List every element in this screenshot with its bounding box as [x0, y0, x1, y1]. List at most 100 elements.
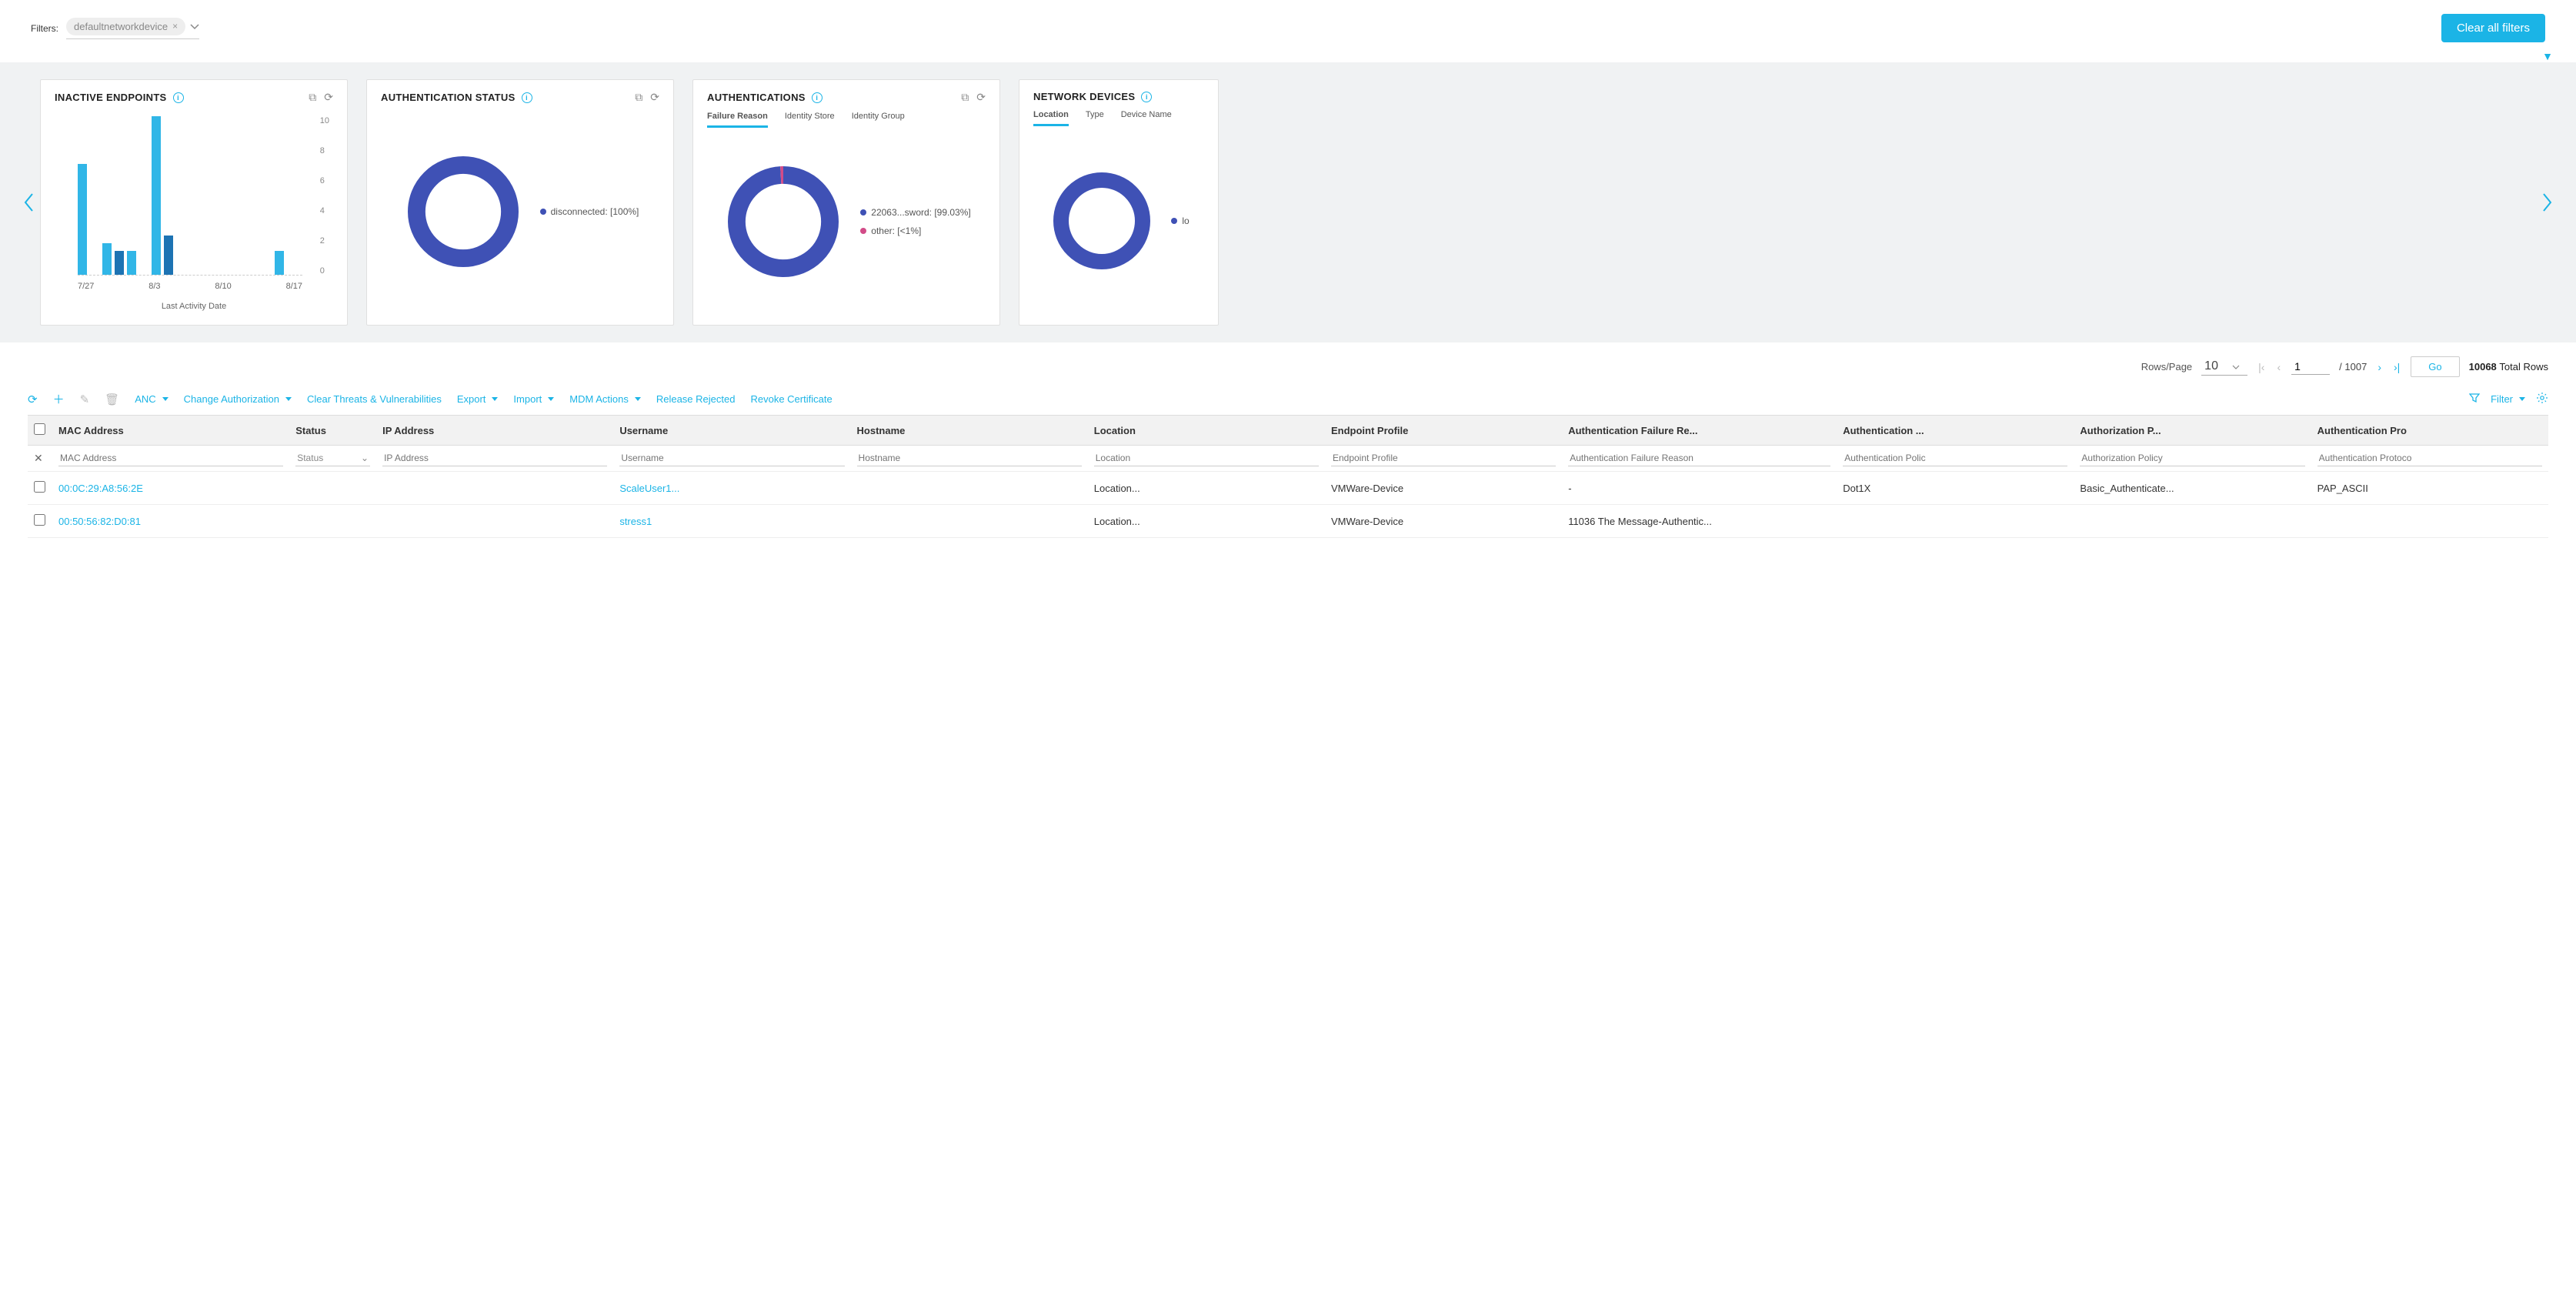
add-icon[interactable]: ＋ — [53, 391, 65, 407]
legend-swatch — [1171, 218, 1177, 224]
popout-icon[interactable]: ⧉ — [635, 91, 642, 104]
tab-device-name[interactable]: Device Name — [1121, 110, 1172, 126]
cell-proto — [2311, 505, 2548, 538]
settings-icon[interactable] — [2536, 392, 2548, 406]
filter-input[interactable] — [2317, 450, 2542, 466]
legend-swatch — [860, 209, 866, 216]
prev-page-icon[interactable]: ‹ — [2275, 361, 2282, 373]
filter-input[interactable] — [1094, 450, 1319, 466]
filter-input[interactable] — [382, 450, 607, 466]
cell-user[interactable]: ScaleUser1... — [613, 472, 850, 505]
filter-input[interactable] — [857, 450, 1082, 466]
cell-status — [289, 505, 376, 538]
x-tick: 7/27 — [78, 282, 94, 291]
refresh-icon[interactable]: ⟳ — [324, 91, 333, 104]
cell-azpolicy: Basic_Authenticate... — [2074, 472, 2311, 505]
next-page-icon[interactable]: › — [2376, 361, 2383, 373]
clear-all-filters-button[interactable]: Clear all filters — [2441, 14, 2545, 42]
row-checkbox[interactable] — [34, 481, 45, 493]
rows-per-page-value[interactable]: 10 — [2204, 359, 2218, 373]
filter-chip[interactable]: defaultnetworkdevice × — [66, 18, 185, 35]
refresh-icon[interactable]: ⟳ — [976, 91, 986, 104]
scroll-left-icon[interactable] — [17, 192, 40, 212]
bar — [164, 236, 173, 276]
column-header[interactable]: Authentication Pro — [2311, 416, 2548, 446]
current-page-input[interactable] — [2291, 359, 2330, 375]
column-header[interactable]: Endpoint Profile — [1325, 416, 1562, 446]
y-tick: 2 — [320, 236, 329, 246]
refresh-icon[interactable]: ⟳ — [650, 91, 659, 104]
info-icon[interactable]: i — [173, 92, 184, 103]
info-icon[interactable]: i — [1141, 92, 1152, 102]
filter-input[interactable] — [1568, 450, 1830, 466]
go-button[interactable]: Go — [2411, 356, 2459, 377]
edit-icon[interactable]: ✎ — [80, 393, 90, 406]
revoke-certificate-link[interactable]: Revoke Certificate — [750, 393, 832, 405]
column-header[interactable]: Authentication ... — [1837, 416, 2074, 446]
filter-icon[interactable] — [2469, 393, 2480, 406]
bar — [102, 243, 112, 275]
filter-input[interactable] — [58, 450, 283, 466]
y-tick: 10 — [320, 116, 329, 125]
trash-icon[interactable]: 🗑 — [105, 393, 119, 406]
change-authorization-dropdown[interactable]: Change Authorization — [184, 393, 292, 405]
close-filter-row-icon[interactable]: ✕ — [34, 452, 43, 464]
anc-dropdown[interactable]: ANC — [135, 393, 168, 405]
legend-label: other: [<1%] — [871, 226, 921, 236]
refresh-icon[interactable]: ⟳ — [28, 393, 38, 406]
column-header[interactable]: Username — [613, 416, 850, 446]
x-tick: 8/17 — [286, 282, 302, 291]
release-rejected-link[interactable]: Release Rejected — [656, 393, 736, 405]
tab-type[interactable]: Type — [1086, 110, 1104, 126]
column-header[interactable]: Authentication Failure Re... — [1562, 416, 1837, 446]
tab-location[interactable]: Location — [1033, 110, 1069, 126]
cell-apolicy — [1837, 505, 2074, 538]
info-icon[interactable]: i — [812, 92, 823, 103]
collapse-caret-icon[interactable]: ▼ — [0, 50, 2576, 62]
scroll-right-icon[interactable] — [2536, 192, 2559, 212]
cell-fail: - — [1562, 472, 1837, 505]
filter-input[interactable] — [619, 450, 844, 466]
tab-failure-reason[interactable]: Failure Reason — [707, 112, 768, 128]
first-page-icon[interactable]: |‹ — [2257, 361, 2266, 373]
legend-swatch — [860, 228, 866, 234]
cell-mac[interactable]: 00:0C:29:A8:56:2E — [52, 472, 289, 505]
column-header[interactable]: Hostname — [851, 416, 1088, 446]
mdm-actions-dropdown[interactable]: MDM Actions — [569, 393, 641, 405]
column-header[interactable]: MAC Address — [52, 416, 289, 446]
row-checkbox[interactable] — [34, 514, 45, 526]
bar — [78, 164, 87, 275]
total-rows-label: Total Rows — [2499, 361, 2548, 373]
last-page-icon[interactable]: ›| — [2392, 361, 2401, 373]
y-tick: 4 — [320, 206, 329, 216]
popout-icon[interactable]: ⧉ — [309, 91, 316, 104]
card-title: AUTHENTICATION STATUS — [381, 92, 516, 103]
legend-label: disconnected: [100%] — [551, 206, 639, 217]
info-icon[interactable]: i — [522, 92, 532, 103]
column-header[interactable]: Status — [289, 416, 376, 446]
filter-input[interactable] — [1843, 450, 2067, 466]
cell-user[interactable]: stress1 — [613, 505, 850, 538]
clear-threats-link[interactable]: Clear Threats & Vulnerabilities — [307, 393, 442, 405]
select-all-checkbox[interactable] — [34, 423, 45, 435]
import-dropdown[interactable]: Import — [513, 393, 554, 405]
filter-input[interactable] — [2080, 450, 2304, 466]
cell-mac[interactable]: 00:50:56:82:D0:81 — [52, 505, 289, 538]
tab-identity-store[interactable]: Identity Store — [785, 112, 835, 128]
popout-icon[interactable]: ⧉ — [961, 91, 969, 104]
total-pages-label: / 1007 — [2339, 361, 2367, 373]
column-header[interactable]: Authorization P... — [2074, 416, 2311, 446]
x-axis-title: Last Activity Date — [55, 302, 333, 311]
column-header[interactable]: IP Address — [376, 416, 613, 446]
export-dropdown[interactable]: Export — [457, 393, 499, 405]
rows-per-page-caret-icon[interactable] — [2232, 359, 2240, 373]
filter-dropdown[interactable]: Filter — [2491, 393, 2525, 405]
tab-identity-group[interactable]: Identity Group — [852, 112, 905, 128]
y-tick: 0 — [320, 266, 329, 276]
bar — [152, 116, 161, 275]
column-header[interactable]: Location — [1088, 416, 1325, 446]
filter-input[interactable] — [1331, 450, 1556, 466]
remove-filter-icon[interactable]: × — [172, 21, 178, 32]
filter-select[interactable]: Status⌄ — [295, 450, 370, 466]
filter-dropdown-icon[interactable] — [190, 21, 199, 32]
